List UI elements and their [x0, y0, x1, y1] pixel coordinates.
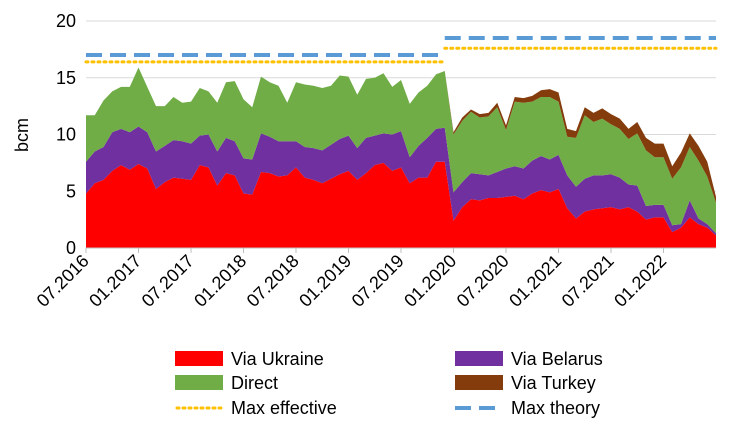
legend-swatch-via-ukraine — [175, 351, 223, 366]
x-tick-label: 07.2021 — [558, 251, 618, 311]
x-tick-label: 07.2016 — [33, 251, 93, 311]
x-tick-label: 07.2018 — [243, 251, 303, 311]
legend-label-max-theory: Max theory — [511, 398, 600, 418]
x-tick-label: 01.2021 — [505, 251, 565, 311]
x-tick-label: 07.2017 — [138, 251, 198, 311]
reference-line-layer — [84, 36, 718, 64]
legend-swatch-via-turkey — [455, 375, 503, 390]
x-tick-label: 01.2019 — [295, 251, 355, 311]
y-axis-title: bcm — [12, 118, 32, 152]
area-via-turkey — [86, 67, 716, 203]
y-tick-label: 10 — [56, 125, 76, 145]
legend-swatch-via-belarus — [455, 351, 503, 366]
x-tick-label: 01.2017 — [85, 251, 145, 311]
area-layer — [86, 67, 716, 248]
y-tick-label: 20 — [56, 11, 76, 31]
legend-label-direct: Direct — [231, 373, 278, 393]
area-via-belarus — [86, 126, 716, 236]
y-tick-label: 5 — [66, 181, 76, 201]
x-tick-label: 01.2022 — [610, 251, 670, 311]
x-tick-label: 07.2020 — [453, 251, 513, 311]
legend-label-max-effective: Max effective — [231, 398, 337, 418]
x-tick-label: 01.2020 — [400, 251, 460, 311]
legend: Via Ukraine Via Belarus Direct Via Turkey Ma… — [175, 349, 603, 418]
y-tick-label: 15 — [56, 68, 76, 88]
x-tick-label: 07.2019 — [348, 251, 408, 311]
area-via-ukraine — [86, 161, 716, 248]
legend-label-via-ukraine: Via Ukraine — [231, 349, 324, 369]
legend-label-via-belarus: Via Belarus — [511, 349, 603, 369]
y-tick-label: 0 — [66, 238, 76, 258]
x-tick-label: 01.2018 — [190, 251, 250, 311]
area-direct — [86, 67, 716, 234]
legend-swatch-direct — [175, 375, 223, 390]
legend-label-via-turkey: Via Turkey — [511, 373, 596, 393]
